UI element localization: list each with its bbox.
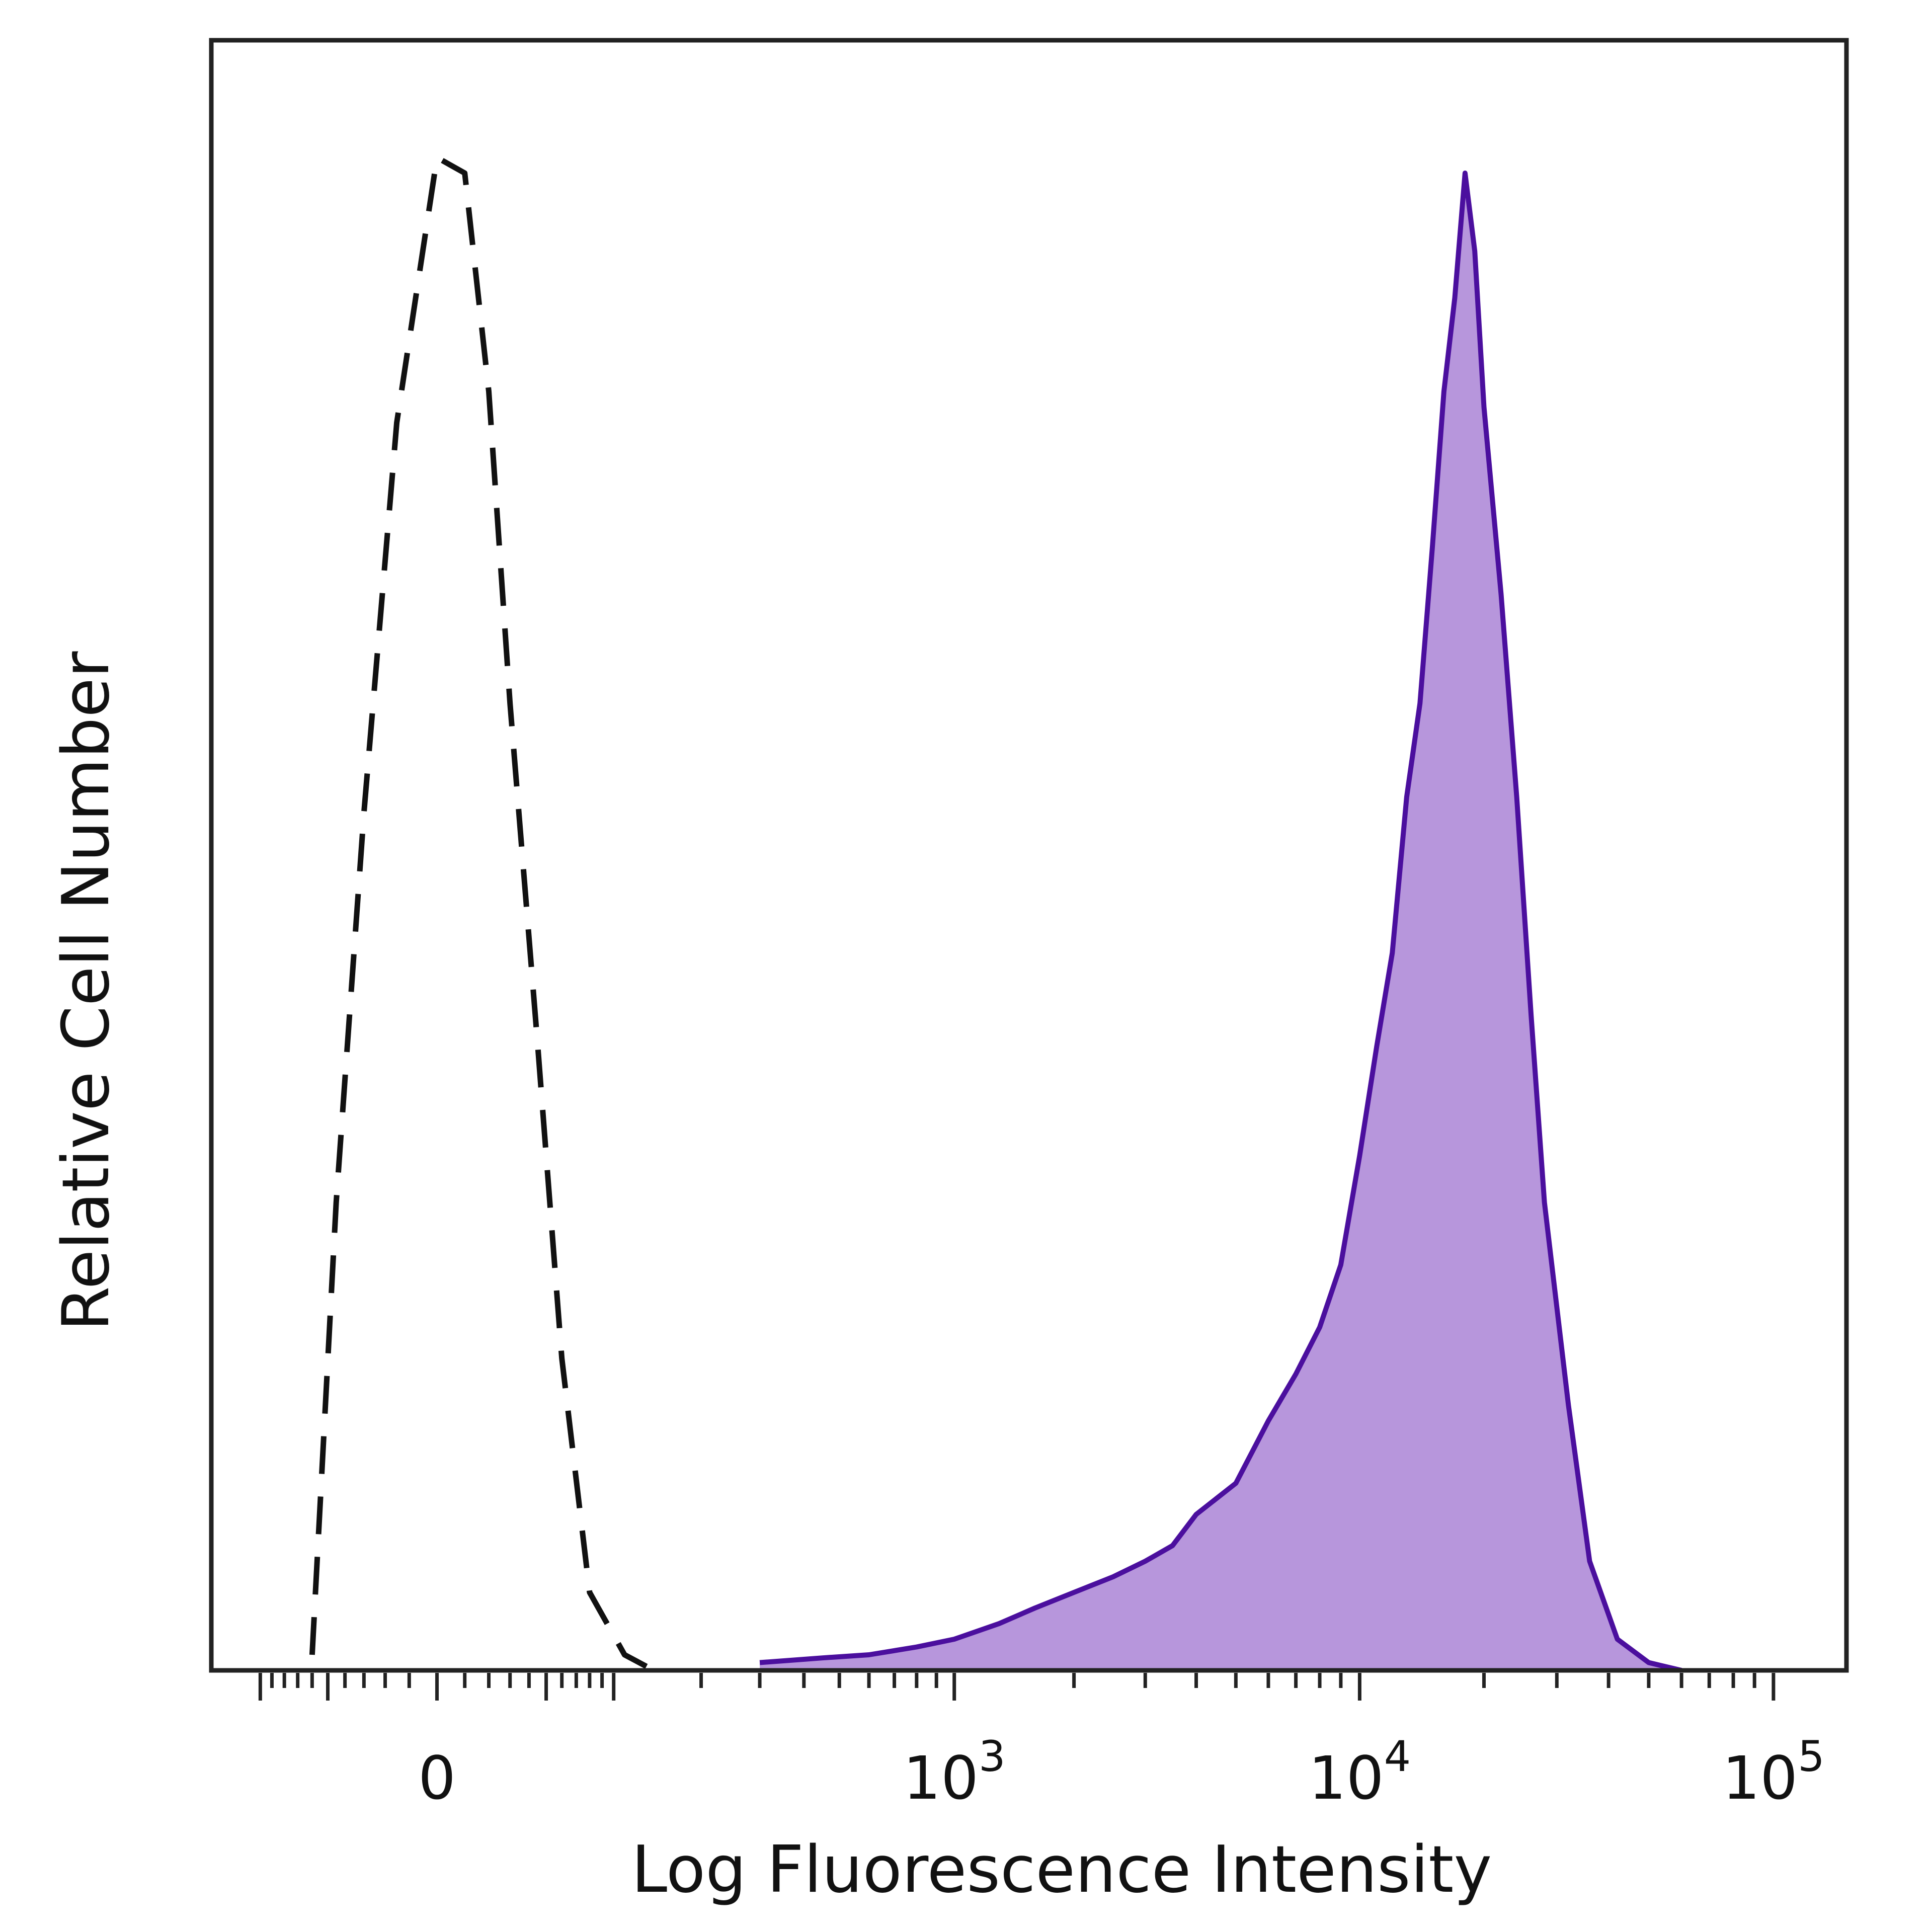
x-tick-label-0: 0 <box>418 1743 456 1813</box>
x-tick-label-exponent: 3 <box>979 1732 1005 1781</box>
y-axis-title: Relative Cell Number <box>49 651 124 1331</box>
x-tick-label-2: 104 <box>1309 1732 1411 1813</box>
x-tick-label-base: 10 <box>903 1743 979 1813</box>
x-tick-label-1: 103 <box>903 1732 1006 1813</box>
x-axis-tick-labels: 0 103 104 105 <box>418 1732 1825 1813</box>
x-tick-label-exponent: 4 <box>1384 1732 1411 1781</box>
x-tick-label-exponent: 5 <box>1798 1732 1824 1781</box>
x-tick-label-base: 10 <box>1309 1743 1384 1813</box>
x-tick-label-base: 0 <box>418 1743 456 1813</box>
series-1-area <box>760 173 1682 1670</box>
series-1-line <box>759 171 1682 1673</box>
x-tick-label-base: 10 <box>1722 1743 1798 1813</box>
x-tick-label-3: 105 <box>1722 1732 1825 1813</box>
series-0-line <box>309 154 656 1673</box>
plot-marks <box>309 154 1682 1673</box>
x-axis-ticks <box>258 1673 1776 1701</box>
plot-frame <box>209 38 1849 1673</box>
x-axis-title: Log Fluorescence Intensity <box>631 1832 1492 1907</box>
